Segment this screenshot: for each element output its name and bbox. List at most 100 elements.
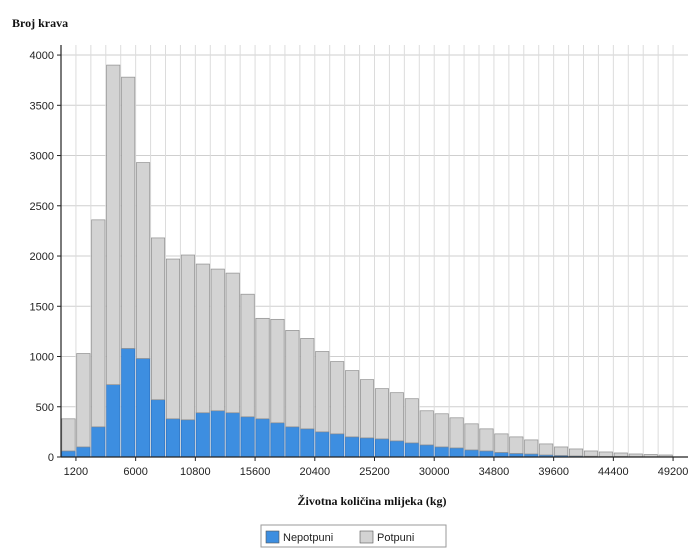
bar-potpuni xyxy=(524,439,539,455)
bar-nepotpuni xyxy=(285,426,300,458)
bar-nepotpuni xyxy=(270,422,285,458)
bar-nepotpuni xyxy=(464,449,479,458)
y-tick-label: 2500 xyxy=(30,201,54,213)
bar-potpuni xyxy=(195,263,210,414)
x-tick-label: 20400 xyxy=(299,466,330,478)
bar-potpuni xyxy=(240,293,255,418)
bar-potpuni xyxy=(404,398,419,444)
bar-potpuni xyxy=(389,392,404,442)
bar-potpuni xyxy=(583,450,598,457)
y-tick-label: 0 xyxy=(48,452,54,464)
bar-potpuni xyxy=(106,64,121,385)
bar-nepotpuni xyxy=(121,348,136,458)
bar-nepotpuni xyxy=(434,446,449,458)
bar-potpuni xyxy=(628,453,643,458)
bar-nepotpuni xyxy=(210,410,225,458)
bar-nepotpuni xyxy=(389,440,404,458)
legend-label-nepotpuni: Nepotpuni xyxy=(283,532,333,544)
bar-nepotpuni xyxy=(300,428,315,458)
x-tick-label: 25200 xyxy=(359,466,390,478)
bar-nepotpuni xyxy=(91,426,106,458)
bar-potpuni xyxy=(76,353,91,448)
legend: Nepotpuni Potpuni xyxy=(260,524,447,548)
bar-potpuni xyxy=(345,370,360,438)
legend-swatch-potpuni xyxy=(359,530,374,544)
bar-potpuni xyxy=(151,237,166,401)
y-tick-label: 4000 xyxy=(30,50,54,62)
bar-potpuni xyxy=(434,413,449,448)
legend-swatch-nepotpuni xyxy=(265,530,280,544)
bar-potpuni xyxy=(494,433,509,453)
y-tick-label: 1500 xyxy=(30,301,54,313)
bar-nepotpuni xyxy=(106,384,121,458)
bar-potpuni xyxy=(300,338,315,430)
bar-nepotpuni xyxy=(165,418,180,458)
bar-nepotpuni xyxy=(151,399,166,458)
x-tick-label: 15600 xyxy=(240,466,271,478)
bar-nepotpuni xyxy=(494,452,509,458)
legend-label-potpuni: Potpuni xyxy=(377,532,414,544)
x-axis-title: Životna količina mlijeka (kg) xyxy=(297,494,446,508)
x-tick-label: 34800 xyxy=(479,466,510,478)
bar-potpuni xyxy=(136,162,151,359)
bar-nepotpuni xyxy=(479,450,494,458)
x-tick-label: 30000 xyxy=(419,466,450,478)
bar-nepotpuni xyxy=(240,416,255,458)
x-tick-label: 10800 xyxy=(180,466,211,478)
bar-nepotpuni xyxy=(136,358,151,458)
bar-potpuni xyxy=(91,219,106,428)
bar-potpuni xyxy=(61,418,76,452)
x-tick-label: 1200 xyxy=(64,466,88,478)
bar-group xyxy=(61,64,673,458)
bar-nepotpuni xyxy=(449,447,464,458)
bar-potpuni xyxy=(569,448,584,457)
bar-potpuni xyxy=(180,254,195,421)
bar-potpuni xyxy=(464,423,479,451)
y-tick-label: 1000 xyxy=(30,352,54,364)
bar-nepotpuni xyxy=(360,437,375,458)
bar-nepotpuni xyxy=(225,412,240,458)
y-tick-label: 500 xyxy=(36,402,54,414)
bar-potpuni xyxy=(554,446,569,456)
bar-potpuni xyxy=(613,452,628,457)
y-tick-label: 2000 xyxy=(30,251,54,263)
bar-nepotpuni xyxy=(76,446,91,458)
bar-potpuni xyxy=(509,436,524,454)
y-axis-title: Broj krava xyxy=(12,16,68,30)
bar-potpuni xyxy=(374,388,389,440)
bar-nepotpuni xyxy=(195,412,210,458)
bar-potpuni xyxy=(270,318,285,424)
bar-nepotpuni xyxy=(374,438,389,458)
x-tick-label: 39600 xyxy=(538,466,569,478)
bar-potpuni xyxy=(360,379,375,439)
bar-potpuni xyxy=(210,268,225,412)
bar-potpuni xyxy=(539,443,554,456)
bar-potpuni xyxy=(330,361,345,435)
tick-labels: 0 500 1000 1500 2000 2500 3000 3500 4000 1200 6000… xyxy=(30,50,689,478)
y-tick-label: 3000 xyxy=(30,151,54,163)
bar-nepotpuni xyxy=(330,433,345,458)
bar-nepotpuni xyxy=(255,418,270,458)
x-tick-label: 6000 xyxy=(123,466,147,478)
bar-potpuni xyxy=(419,410,434,446)
bar-nepotpuni xyxy=(404,442,419,458)
bar-nepotpuni xyxy=(345,436,360,458)
x-tick-label: 44400 xyxy=(598,466,629,478)
bar-potpuni xyxy=(449,417,464,449)
bar-potpuni xyxy=(315,351,330,433)
bar-nepotpuni xyxy=(419,444,434,458)
bar-potpuni xyxy=(165,258,180,420)
y-tick-label: 3500 xyxy=(30,100,54,112)
bar-nepotpuni xyxy=(180,419,195,458)
grid-lines xyxy=(61,45,688,457)
bar-potpuni xyxy=(598,451,613,457)
x-tick-label: 49200 xyxy=(658,466,689,478)
bar-potpuni xyxy=(479,428,494,452)
bar-potpuni xyxy=(285,330,300,428)
bar-potpuni xyxy=(255,317,270,420)
legend-box xyxy=(260,524,447,548)
bar-nepotpuni xyxy=(61,450,76,458)
bar-potpuni xyxy=(121,76,136,349)
